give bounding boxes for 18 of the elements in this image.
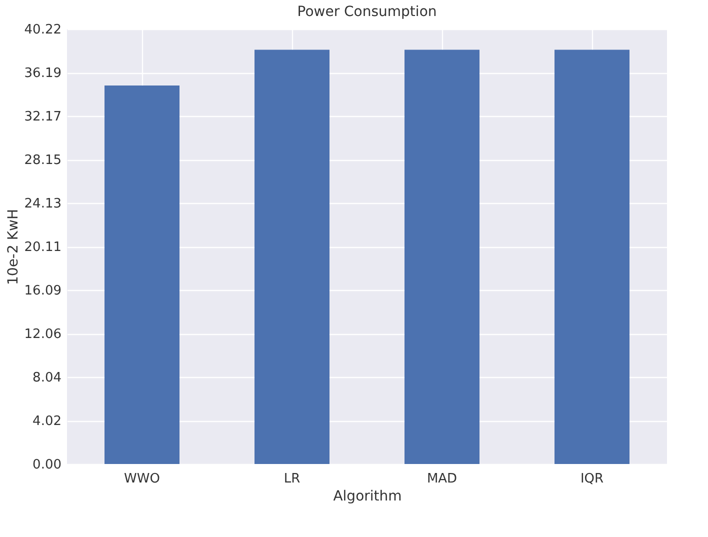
y-axis-title: 10e-2 KwH <box>5 209 22 285</box>
x-tick-label: WWO <box>124 472 160 486</box>
x-tick-label: MAD <box>426 472 458 486</box>
y-tick-label: 32.17 <box>24 110 62 125</box>
y-tick-label: 20.11 <box>24 240 62 255</box>
y-tick-label: 0.00 <box>32 458 62 472</box>
y-tick-label: 16.09 <box>24 283 62 298</box>
x-tick-label: IQR <box>580 472 604 486</box>
x-tick-label: LR <box>284 472 300 486</box>
y-tick-label: 40.22 <box>24 22 62 38</box>
y-tick-label: 8.04 <box>32 370 62 386</box>
x-axis-title: Algorithm <box>333 488 402 504</box>
y-tick-label: 24.13 <box>24 196 62 212</box>
y-tick-label: 4.02 <box>32 414 62 430</box>
chart-title: Power Consumption <box>297 4 437 20</box>
y-tick-label: 28.15 <box>24 153 62 168</box>
y-tick-label: 36.19 <box>24 66 62 82</box>
y-tick-label: 12.06 <box>24 327 62 342</box>
